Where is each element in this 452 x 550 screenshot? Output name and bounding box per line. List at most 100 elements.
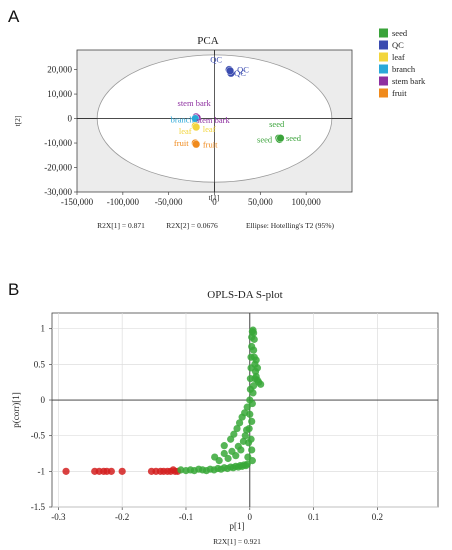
- pca-y-tick-label: 10,000: [47, 89, 72, 99]
- splot-y-tick-label: 1: [41, 324, 46, 334]
- legend-label: branch: [392, 64, 416, 74]
- panel-b-letter: B: [8, 280, 19, 299]
- pca-r2x1: R2X[1] = 0.871: [97, 221, 145, 230]
- pca-y-tick-label: -20,000: [44, 163, 72, 173]
- legend-swatch: [379, 64, 388, 74]
- pca-x-tick-label: -100,000: [107, 197, 140, 207]
- splot-point: [246, 410, 254, 418]
- pca-point: [192, 140, 201, 149]
- pca-title: PCA: [197, 35, 218, 47]
- panel-a-letter: A: [8, 7, 20, 26]
- splot-y-tick-label: 0.5: [34, 359, 46, 369]
- legend-label: fruit: [392, 88, 407, 98]
- splot-point: [232, 452, 240, 460]
- pca-x-axis-label: t[1]: [209, 193, 220, 202]
- splot-point: [247, 435, 255, 443]
- pca-point-label: stem bark: [178, 98, 212, 108]
- splot-point: [118, 467, 126, 475]
- pca-point: [226, 66, 235, 75]
- splot-point: [248, 446, 256, 454]
- pca-y-tick-label: 20,000: [47, 65, 72, 75]
- legend: seed QC leaf branch stem bark fruit: [379, 28, 426, 98]
- pca-point-label: fruit: [174, 138, 189, 148]
- legend-swatch: [379, 76, 388, 86]
- splot-point: [233, 424, 241, 433]
- pca-point-label: seed: [286, 133, 302, 143]
- splot-point: [215, 457, 223, 465]
- pca-x-tick-label: -150,000: [61, 197, 94, 207]
- splot-x-tick-label: -0.2: [115, 512, 129, 522]
- splot-point: [250, 335, 258, 343]
- splot-point: [249, 389, 257, 397]
- splot-point: [220, 442, 228, 450]
- pca-chart: -150,000 -100,000 -50,000 0 50,000 100,000 20,…: [13, 49, 353, 207]
- pca-r2x2: R2X[2] = 0.0676: [166, 221, 218, 230]
- splot-point: [107, 467, 115, 475]
- splot-point: [248, 399, 256, 408]
- pca-y-tick-label: -30,000: [44, 187, 72, 197]
- splot-point: [250, 346, 258, 354]
- pca-point-label: seed: [257, 134, 273, 144]
- pca-x-tick-label: 0: [212, 197, 217, 207]
- pca-ellipse-note: Ellipse: Hotelling's T2 (95%): [246, 221, 335, 230]
- splot-r2x1: R2X[1] = 0.921: [213, 537, 261, 546]
- splot-y-tick-label: -1.5: [31, 502, 46, 512]
- splot-y-tick-label: -0.5: [31, 431, 46, 441]
- pca-point-label: stem bark: [196, 115, 230, 125]
- splot-point: [257, 380, 265, 388]
- pca-y-axis-label: t[2]: [13, 116, 22, 127]
- legend-swatch: [379, 88, 388, 98]
- splot-point: [251, 375, 259, 383]
- splot-point: [237, 446, 245, 454]
- pca-x-tick-label: 100,000: [292, 197, 322, 207]
- splot-point: [243, 460, 251, 468]
- pca-point-label: QC: [234, 68, 246, 78]
- splot-point: [248, 457, 256, 465]
- splot-chart: -0.3 -0.2 -0.1 0 0.1 0.2 1 0.5 0 -0.5 -1 -1.5 p[1] p(…: [11, 312, 439, 531]
- splot-x-axis-label: p[1]: [230, 521, 245, 531]
- legend-swatch: [379, 52, 388, 62]
- pca-point-label: fruit: [203, 139, 218, 149]
- pca-x-tick-label: -50,000: [155, 197, 183, 207]
- legend-label: QC: [392, 40, 404, 50]
- pca-point-label: leaf: [203, 124, 216, 134]
- splot-y-tick-label: 0: [41, 395, 46, 405]
- pca-point-label: branch: [171, 115, 195, 125]
- splot-point: [230, 430, 238, 438]
- legend-label: leaf: [392, 52, 405, 62]
- splot-title: OPLS-DA S-plot: [207, 289, 283, 301]
- splot-point: [220, 449, 228, 458]
- pca-point-label: leaf: [179, 126, 192, 136]
- splot-x-tick-label: -0.1: [179, 512, 193, 522]
- pca-point-label: seed: [269, 119, 285, 129]
- splot-x-tick-label: 0.1: [308, 512, 319, 522]
- splot-point: [235, 419, 244, 427]
- pca-y-tick-label: 0: [68, 114, 73, 124]
- legend-label: stem bark: [392, 76, 426, 86]
- splot-point: [243, 403, 251, 411]
- splot-x-tick-label: -0.3: [51, 512, 66, 522]
- pca-point-label: QC: [237, 64, 249, 74]
- splot-point: [253, 364, 262, 372]
- splot-x-tick-label: 0.2: [372, 512, 383, 522]
- splot-point: [250, 329, 258, 337]
- splot-point: [245, 424, 253, 433]
- splot-y-tick-label: -1: [38, 466, 46, 476]
- legend-swatch: [379, 28, 388, 38]
- splot-y-axis-label: p(corr)[1]: [11, 392, 21, 427]
- splot-point: [248, 417, 256, 426]
- splot-point: [241, 432, 249, 440]
- splot-point: [62, 467, 70, 475]
- legend-swatch: [379, 40, 388, 50]
- pca-y-tick-label: -10,000: [44, 138, 72, 148]
- pca-point: [192, 123, 201, 132]
- splot-point: [224, 454, 232, 463]
- pca-point-label: QC: [210, 55, 222, 65]
- splot-point: [252, 356, 260, 364]
- splot-point: [250, 382, 258, 390]
- splot-x-tick-label: 0: [248, 512, 253, 522]
- legend-label: seed: [392, 28, 408, 38]
- pca-point: [276, 134, 285, 143]
- pca-x-tick-label: 50,000: [248, 197, 273, 207]
